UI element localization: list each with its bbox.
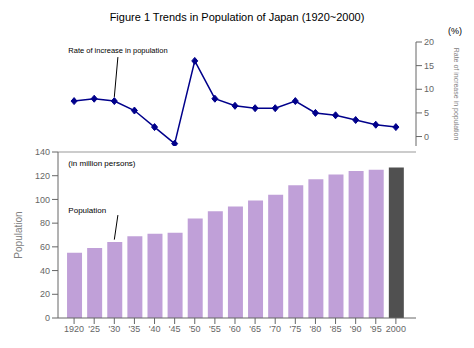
- svg-text:'80: '80: [310, 324, 322, 334]
- svg-text:(in million persons): (in million persons): [68, 159, 135, 168]
- svg-text:Population: Population: [13, 211, 24, 258]
- html-text:Figure 1 Trends in Population: Figure 1 Trends in Population of Japan (…: [109, 11, 365, 23]
- svg-text:80: 80: [40, 218, 50, 228]
- svg-text:60: 60: [40, 242, 50, 252]
- svg-text:Rate of increase in population: Rate of increase in population: [452, 48, 460, 141]
- svg-text:'95: '95: [370, 324, 382, 334]
- svg-text:40: 40: [40, 266, 50, 276]
- svg-text:'65: '65: [249, 324, 261, 334]
- svg-text:'40: '40: [149, 324, 161, 334]
- svg-text:0: 0: [424, 132, 429, 142]
- svg-text:2000: 2000: [386, 324, 406, 334]
- svg-text:Rate of increase in population: Rate of increase in population: [68, 46, 167, 55]
- svg-text:1920: 1920: [64, 324, 84, 334]
- svg-text:0: 0: [45, 313, 50, 323]
- svg-text:20: 20: [424, 37, 434, 47]
- svg-text:'70: '70: [269, 324, 281, 334]
- svg-text:'85: '85: [330, 324, 342, 334]
- svg-text:20: 20: [40, 289, 50, 299]
- svg-text:'90: '90: [350, 324, 362, 334]
- svg-text:10: 10: [424, 84, 434, 94]
- svg-text:'25: '25: [88, 324, 100, 334]
- svg-text:'55: '55: [209, 324, 221, 334]
- svg-text:'45: '45: [169, 324, 181, 334]
- svg-text:5: 5: [424, 108, 429, 118]
- svg-text:'35: '35: [129, 324, 141, 334]
- svg-text:Population: Population: [68, 206, 106, 215]
- svg-text:100: 100: [35, 195, 50, 205]
- svg-text:'30: '30: [108, 324, 120, 334]
- svg-text:'60: '60: [229, 324, 241, 334]
- svg-text:120: 120: [35, 171, 50, 181]
- svg-text:'50: '50: [189, 324, 201, 334]
- svg-text:'75: '75: [289, 324, 301, 334]
- svg-text:15: 15: [424, 61, 434, 71]
- svg-text:140: 140: [35, 147, 50, 157]
